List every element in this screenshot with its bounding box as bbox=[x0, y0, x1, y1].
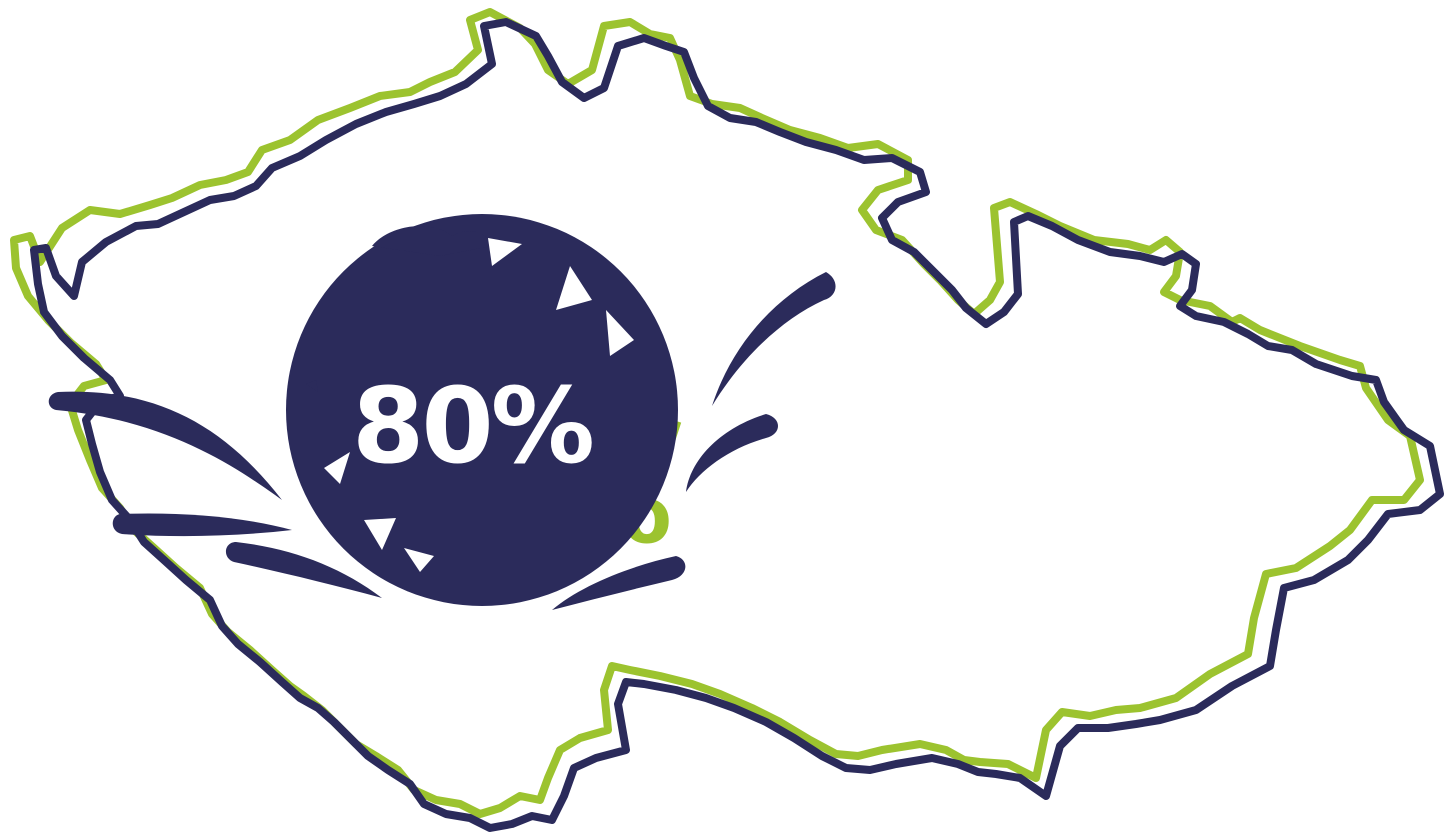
brush-stroke-right-lower bbox=[552, 556, 686, 610]
brush-stroke-left-lower bbox=[225, 542, 382, 598]
percentage-value: 80% bbox=[352, 365, 592, 487]
brush-stroke-right-upper bbox=[712, 272, 836, 406]
brush-stroke-right-middle bbox=[686, 414, 778, 492]
country-outline-navy bbox=[30, 18, 1444, 832]
country-outline-green bbox=[10, 8, 1424, 818]
brush-stroke-left-middle bbox=[112, 513, 292, 537]
percentage-badge bbox=[286, 214, 678, 606]
brush-stroke-left-upper bbox=[48, 391, 282, 500]
